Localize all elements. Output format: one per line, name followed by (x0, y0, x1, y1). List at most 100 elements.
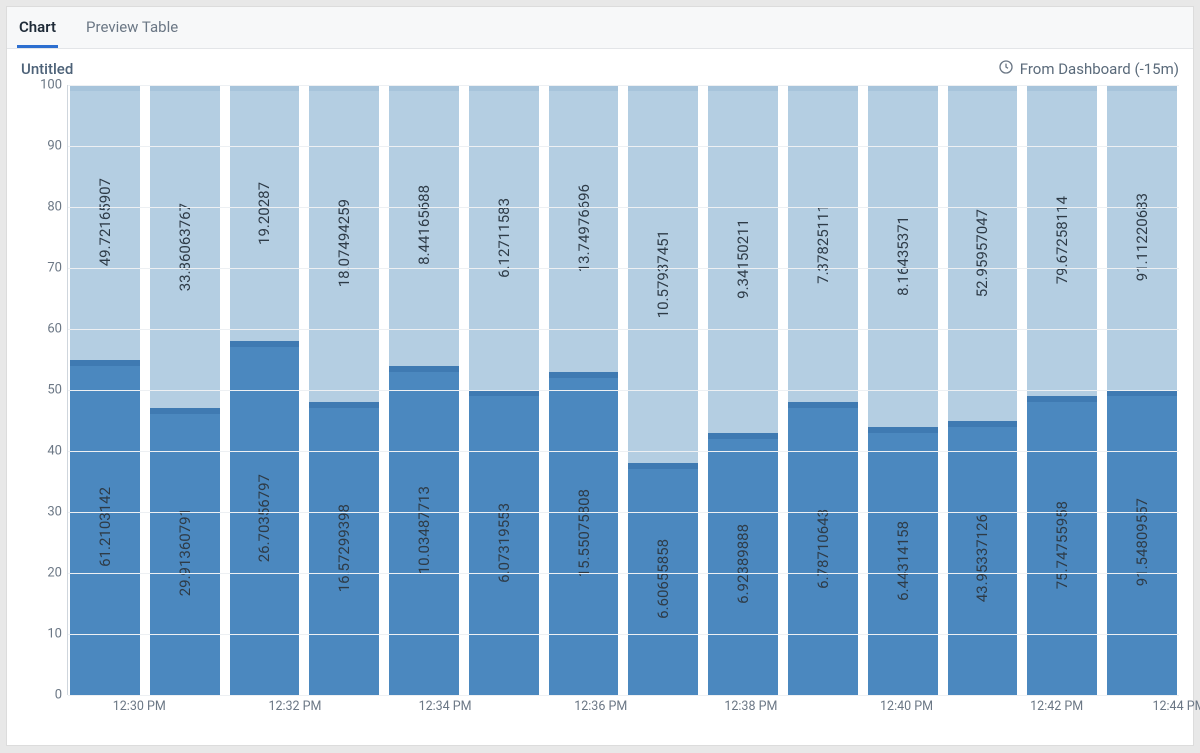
bar-segment-bottom: 6.78710643 (788, 402, 858, 695)
time-range-label: From Dashboard (-15m) (1020, 60, 1179, 78)
bar-value-label: 9.34150211 (734, 219, 752, 299)
bar-value-label: 6.60655858 (654, 539, 672, 619)
bar-cap (230, 341, 300, 347)
y-axis-label: 20 (22, 566, 62, 581)
bar-segment-top: 49.72165907 (70, 85, 140, 360)
bar-cap (150, 408, 220, 414)
chart-area: 61.2103142 49.72165907 29.91360791 33.86063… (7, 85, 1193, 745)
x-axis-label: 12:34 PM (419, 699, 472, 714)
y-axis-label: 90 (22, 139, 62, 154)
bar-value-label: 6.12711583 (495, 198, 513, 278)
x-axis-label: 12:44 PM (1152, 699, 1200, 714)
bar-segment-top: 18.07494259 (309, 85, 379, 402)
bar-cap (708, 433, 778, 439)
bar-value-label: 13.74976696 (575, 184, 593, 272)
tab-bar: Chart Preview Table (7, 7, 1193, 49)
bar-segment-top: 33.86063767 (150, 85, 220, 408)
y-axis-label: 50 (22, 383, 62, 398)
bar-value-label: 33.86063767 (176, 203, 194, 291)
bar-value-label: 75.74755958 (1053, 501, 1071, 589)
grid-line (68, 207, 1179, 208)
tab-chart[interactable]: Chart (17, 8, 58, 48)
bar-value-label: 79.67258114 (1053, 196, 1071, 284)
x-axis-label: 12:30 PM (113, 699, 166, 714)
x-axis-label: 12:40 PM (880, 699, 933, 714)
grid-line (68, 85, 1179, 86)
x-axis-label: 12:38 PM (724, 699, 777, 714)
bar-segment-bottom: 26.70356797 (230, 341, 300, 695)
y-axis-label: 70 (22, 261, 62, 276)
bar-value-label: 6.78710643 (814, 509, 832, 589)
y-axis-label: 0 (22, 688, 62, 703)
grid-line (68, 390, 1179, 391)
y-axis-label: 60 (22, 322, 62, 337)
bar-value-label: 61.2103142 (96, 487, 114, 567)
bar-segment-bottom: 43.95337126 (948, 421, 1018, 696)
x-axis-label: 12:42 PM (1030, 699, 1083, 714)
clock-icon (998, 59, 1014, 79)
chart-title: Untitled (21, 60, 73, 78)
bar-segment-top: 19.20287 (230, 85, 300, 341)
bar-cap (628, 463, 698, 469)
bar-cap (948, 421, 1018, 427)
grid-line (68, 268, 1179, 269)
bar-cap (70, 360, 140, 366)
bar-value-label: 15.55075808 (575, 489, 593, 577)
bar-cap (309, 402, 379, 408)
bar-segment-top: 8.16435371 (868, 85, 938, 427)
bar-segment-bottom: 6.44314158 (868, 427, 938, 695)
plot-area: 61.2103142 49.72165907 29.91360791 33.86063… (67, 85, 1179, 695)
grid-line (68, 634, 1179, 635)
bar-cap (1027, 396, 1097, 402)
bar-cap (788, 402, 858, 408)
bar-segment-bottom: 75.74755958 (1027, 396, 1097, 695)
bar-segment-bottom: 91.54809557 (1107, 390, 1177, 695)
grid-line (68, 512, 1179, 513)
bar-segment-bottom: 6.92389888 (708, 433, 778, 695)
time-range-picker[interactable]: From Dashboard (-15m) (998, 59, 1179, 79)
bar-segment-top: 10.57937451 (628, 85, 698, 463)
bar-value-label: 49.72165907 (96, 178, 114, 266)
bar-value-label: 8.44165688 (415, 185, 433, 265)
grid-line (68, 573, 1179, 574)
bar-value-label: 10.03487713 (415, 486, 433, 574)
bar-segment-bottom: 15.55075808 (549, 372, 619, 695)
bar-cap (389, 366, 459, 372)
bar-value-label: 6.92389888 (734, 524, 752, 604)
chart-header: Untitled From Dashboard (-15m) (7, 49, 1193, 85)
chart-panel: Chart Preview Table Untitled From Dashbo… (6, 6, 1194, 746)
y-axis-label: 10 (22, 627, 62, 642)
bar-value-label: 8.16435371 (894, 216, 912, 296)
grid-line (68, 146, 1179, 147)
bar-segment-top: 79.67258114 (1027, 85, 1097, 396)
x-axis-label: 12:36 PM (574, 699, 627, 714)
bar-segment-top: 8.44165688 (389, 85, 459, 366)
bar-value-label: 16.57299398 (335, 504, 353, 592)
bar-value-label: 7.37825111 (814, 204, 832, 284)
bar-value-label: 18.07494259 (335, 199, 353, 287)
bar-value-label: 6.07319553 (495, 503, 513, 583)
grid-line (68, 451, 1179, 452)
bar-segment-top: 91.11220683 (1107, 85, 1177, 390)
y-axis-label: 80 (22, 200, 62, 215)
x-axis: 12:30 PM 12:32 PM 12:34 PM 12:36 PM 12:38 PM… (67, 695, 1179, 717)
bar-value-label: 52.95957047 (973, 209, 991, 297)
bar-segment-bottom: 6.07319553 (469, 390, 539, 695)
bar-segment-bottom: 16.57299398 (309, 402, 379, 695)
bar-value-label: 19.20287 (255, 182, 273, 245)
bar-segment-top: 9.34150211 (708, 85, 778, 433)
y-axis-label: 30 (22, 505, 62, 520)
bar-value-label: 29.91360791 (176, 508, 194, 596)
bar-segment-bottom: 61.2103142 (70, 360, 140, 696)
grid-line (68, 329, 1179, 330)
bar-value-label: 10.57937451 (654, 230, 672, 318)
bar-segment-top: 6.12711583 (469, 85, 539, 390)
tab-preview-table[interactable]: Preview Table (84, 8, 180, 48)
bar-segment-bottom: 10.03487713 (389, 366, 459, 695)
bar-value-label: 43.95337126 (973, 514, 991, 602)
bar-segment-top: 52.95957047 (948, 85, 1018, 421)
bar-segment-bottom: 6.60655858 (628, 463, 698, 695)
x-axis-label: 12:32 PM (268, 699, 321, 714)
y-axis-label: 40 (22, 444, 62, 459)
bar-cap (549, 372, 619, 378)
